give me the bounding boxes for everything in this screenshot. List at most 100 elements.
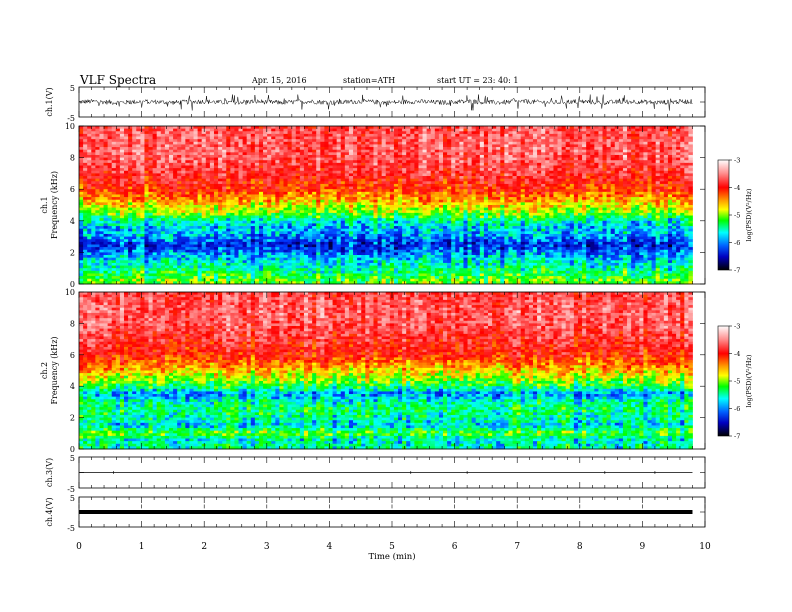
- ch1-spec-heatmap-cell: [496, 186, 501, 190]
- ch1-spec-heatmap-cell: [667, 168, 673, 172]
- ch1-spec-heatmap-cell: [316, 128, 321, 132]
- ch1-spec-heatmap-cell: [357, 173, 362, 177]
- ch1-spec-heatmap-cell: [275, 194, 280, 198]
- ch1-spec-heatmap-cell: [238, 162, 243, 166]
- ch1-spec-heatmap-cell: [312, 173, 317, 177]
- ch1-spec-heatmap-cell: [209, 147, 215, 151]
- ch1-spec-heatmap-cell: [303, 176, 309, 180]
- ch1-spec-heatmap-cell: [676, 141, 681, 145]
- ch1-spec-heatmap-cell: [684, 152, 689, 156]
- ch1-spec-heatmap-cell: [639, 183, 644, 187]
- ch1-spec-heatmap-cell: [128, 186, 133, 190]
- ch1-spec-heatmap-cell: [332, 210, 338, 214]
- ch1-spec-heatmap-cell: [410, 202, 415, 206]
- ch1-spec-heatmap-cell: [549, 139, 554, 143]
- ch1-spec-heatmap-cell: [79, 183, 84, 187]
- ch1-spec-heatmap-cell: [565, 178, 571, 182]
- ch1-spec-heatmap-cell: [377, 152, 383, 156]
- ch1-spec-heatmap-cell: [291, 168, 297, 172]
- ch1-spec-heatmap-cell: [87, 197, 92, 201]
- ch1-spec-heatmap-cell: [287, 147, 293, 151]
- ch1-spec-heatmap-cell: [144, 131, 149, 135]
- ch1-spec-heatmap-cell: [357, 162, 362, 166]
- ch1-spec-heatmap-cell: [438, 147, 444, 151]
- ch1-spec-heatmap-cell: [324, 181, 329, 185]
- ch1-spec-heatmap-cell: [160, 149, 166, 153]
- ch1-spec-heatmap-cell: [684, 170, 689, 174]
- ch1-spec-heatmap-cell: [291, 147, 297, 151]
- ch1-spec-heatmap-cell: [144, 199, 149, 203]
- ch1-spec-heatmap-cell: [95, 152, 100, 156]
- ch1-spec-heatmap-cell: [205, 194, 211, 198]
- ch1-spec-heatmap-cell: [128, 160, 133, 164]
- ch1-spec-heatmap-cell: [263, 194, 268, 198]
- ch1-spec-heatmap-cell: [254, 131, 260, 135]
- ch1-spec-heatmap-cell: [459, 133, 464, 137]
- ch1-spec-heatmap-cell: [140, 162, 145, 166]
- ch1-spec-heatmap-cell: [238, 128, 243, 132]
- ch1-spec-heatmap-cell: [299, 141, 305, 145]
- ch1-spec-heatmap-cell: [344, 178, 350, 182]
- ch1-spec-heatmap-cell: [385, 141, 391, 145]
- ch1-spec-heatmap-cell: [160, 176, 166, 180]
- ch1-spec-heatmap-cell: [443, 144, 448, 148]
- ch1-spec-heatmap-cell: [557, 144, 562, 148]
- ch1-spec-heatmap-cell: [291, 154, 297, 158]
- ch1-spec-heatmap-cell: [369, 170, 374, 174]
- ch1-spec-heatmap-cell: [512, 128, 518, 132]
- ch1-spec-heatmap-cell: [622, 152, 628, 156]
- ch1-spec-heatmap-cell: [475, 157, 481, 161]
- ch1-spec-heatmap-cell: [308, 199, 313, 203]
- ch1-spec-heatmap-cell: [561, 131, 567, 135]
- ch1-spec-heatmap-cell: [627, 186, 632, 190]
- ch1-spec-heatmap-cell: [140, 126, 145, 130]
- ch1-spec-heatmap-cell: [549, 128, 554, 132]
- ch1-spec-heatmap-cell: [402, 202, 407, 206]
- ch1-spec-heatmap-cell: [414, 162, 419, 166]
- ch1-spec-heatmap-cell: [549, 170, 554, 174]
- ch1-spec-heatmap-cell: [254, 199, 260, 203]
- ch1-spec-heatmap-cell: [308, 126, 313, 130]
- ch1-spec-heatmap-cell: [569, 147, 575, 151]
- ch1-spec-heatmap-cell: [426, 168, 432, 172]
- ch1-spec-heatmap-cell: [639, 144, 644, 148]
- ch1-spec-heatmap-cell: [528, 170, 534, 174]
- ch1-spec-heatmap-cell: [438, 170, 444, 174]
- ch1-spec-heatmap-cell: [655, 183, 661, 187]
- ch1-spec-heatmap-cell: [156, 149, 162, 153]
- ch1-spec-heatmap-cell: [303, 141, 309, 145]
- ch1-spec-heatmap-cell: [598, 136, 603, 140]
- ch1-spec-heatmap-cell: [87, 147, 92, 151]
- ch1-spec-heatmap-cell: [209, 126, 215, 130]
- ch1-spec-heatmap-cell: [181, 173, 186, 177]
- ch1-spec-heatmap-cell: [398, 126, 403, 130]
- ch1-spec-heatmap-cell: [532, 205, 538, 209]
- ch1-spec-heatmap-cell: [455, 126, 460, 130]
- ch1-spec-heatmap-cell: [618, 157, 624, 161]
- ch1-spec-heatmap-cell: [299, 126, 305, 130]
- ch1-spec-heatmap-cell: [672, 202, 677, 206]
- ch1-spec-heatmap-cell: [128, 133, 133, 137]
- ch1-spec-heatmap-cell: [99, 152, 104, 156]
- ch1-spec-heatmap-cell: [369, 149, 374, 153]
- ch1-spec-heatmap-cell: [369, 162, 374, 166]
- ch1-spec-heatmap-cell: [500, 170, 505, 174]
- ch1-spec-heatmap-cell: [123, 194, 129, 198]
- ch1-spec-heatmap-cell: [434, 181, 440, 185]
- ch1-spec-heatmap-cell: [406, 157, 411, 161]
- ch1-spec-heatmap-cell: [156, 154, 162, 158]
- ch1-spec-heatmap-cell: [267, 149, 272, 153]
- ch1-spec-heatmap-cell: [475, 207, 481, 211]
- ch1-spec-heatmap-cell: [197, 144, 203, 148]
- ch1-spec-heatmap-cell: [222, 173, 227, 177]
- ch1-spec-heatmap-cell: [655, 157, 661, 161]
- ch1-spec-heatmap-cell: [467, 139, 473, 143]
- ch1-spec-heatmap-cell: [402, 207, 407, 211]
- ch1-spec-heatmap-cell: [569, 170, 575, 174]
- ch1-spec-heatmap-cell: [532, 157, 538, 161]
- ch1-spec-heatmap-cell: [238, 139, 243, 143]
- ch1-spec-heatmap-cell: [618, 189, 624, 193]
- ch1-spec-heatmap-cell: [279, 168, 284, 172]
- ch1-spec-heatmap-cell: [160, 162, 166, 166]
- ch1-spec-heatmap-cell: [160, 144, 166, 148]
